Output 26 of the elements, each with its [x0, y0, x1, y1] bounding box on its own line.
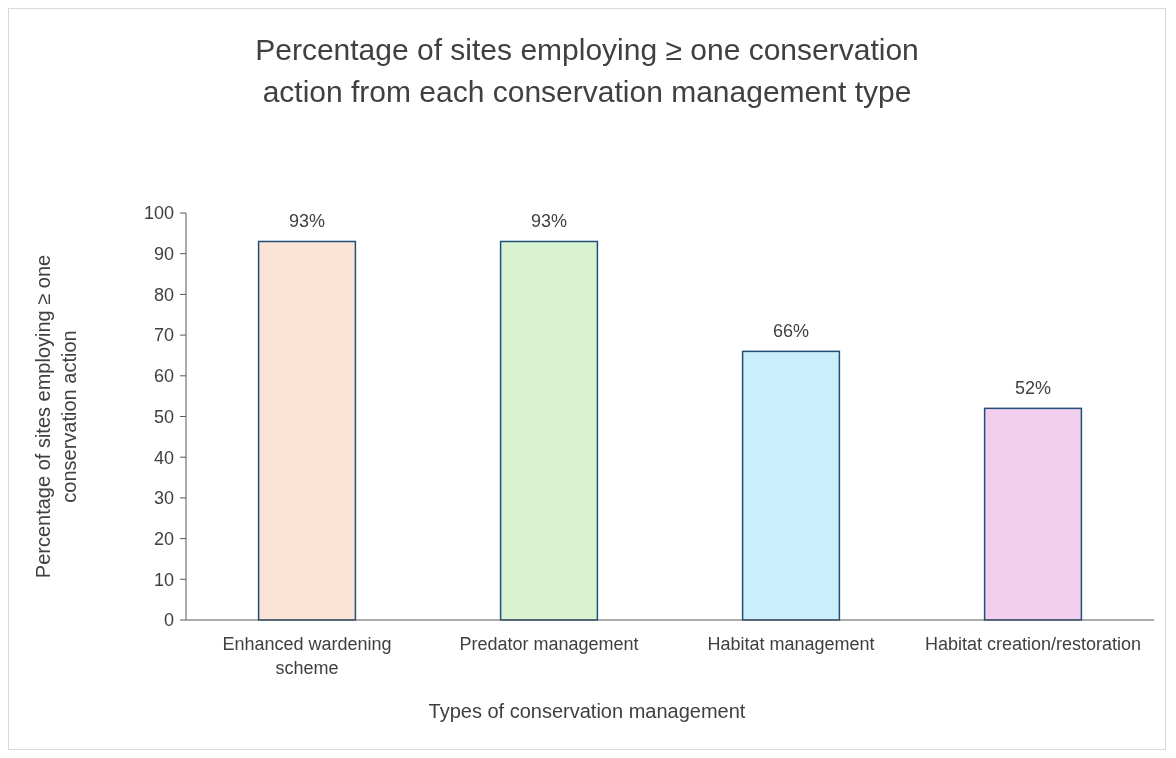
y-tick-label: 60 [153, 366, 174, 387]
y-tick-label: 80 [153, 284, 174, 305]
data-label: 93% [530, 211, 568, 232]
y-tick-label: 100 [143, 203, 174, 224]
bar [257, 240, 357, 621]
y-tick-label: 40 [153, 447, 174, 468]
y-tick-label: 0 [163, 610, 174, 631]
data-label: 52% [1014, 378, 1052, 399]
y-tick-label: 50 [153, 406, 174, 427]
x-tick-label: Habitat creation/restoration [924, 634, 1142, 654]
y-tick-label: 30 [153, 488, 174, 509]
chart-title: Percentage of sites employing ≥ one conservation action from each conservation management type [255, 33, 919, 108]
x-tick-label: Habitat management [707, 634, 875, 654]
bar [741, 350, 841, 621]
y-tick-label: 70 [153, 325, 174, 346]
x-tick-label: Predator management [459, 634, 639, 654]
x-tick-label: Enhanced wardening scheme [222, 634, 392, 678]
y-tick-label: 90 [153, 244, 174, 264]
y-axis-title: Percentage of sites employing ≥ one conservation action [32, 254, 80, 579]
bar [983, 407, 1083, 621]
data-label: 93% [288, 211, 326, 232]
x-axis-title: Types of conservation management [428, 700, 746, 722]
y-tick-label: 20 [153, 528, 174, 549]
y-tick-label: 10 [153, 569, 174, 590]
data-label: 66% [772, 321, 810, 342]
bar [499, 240, 599, 621]
